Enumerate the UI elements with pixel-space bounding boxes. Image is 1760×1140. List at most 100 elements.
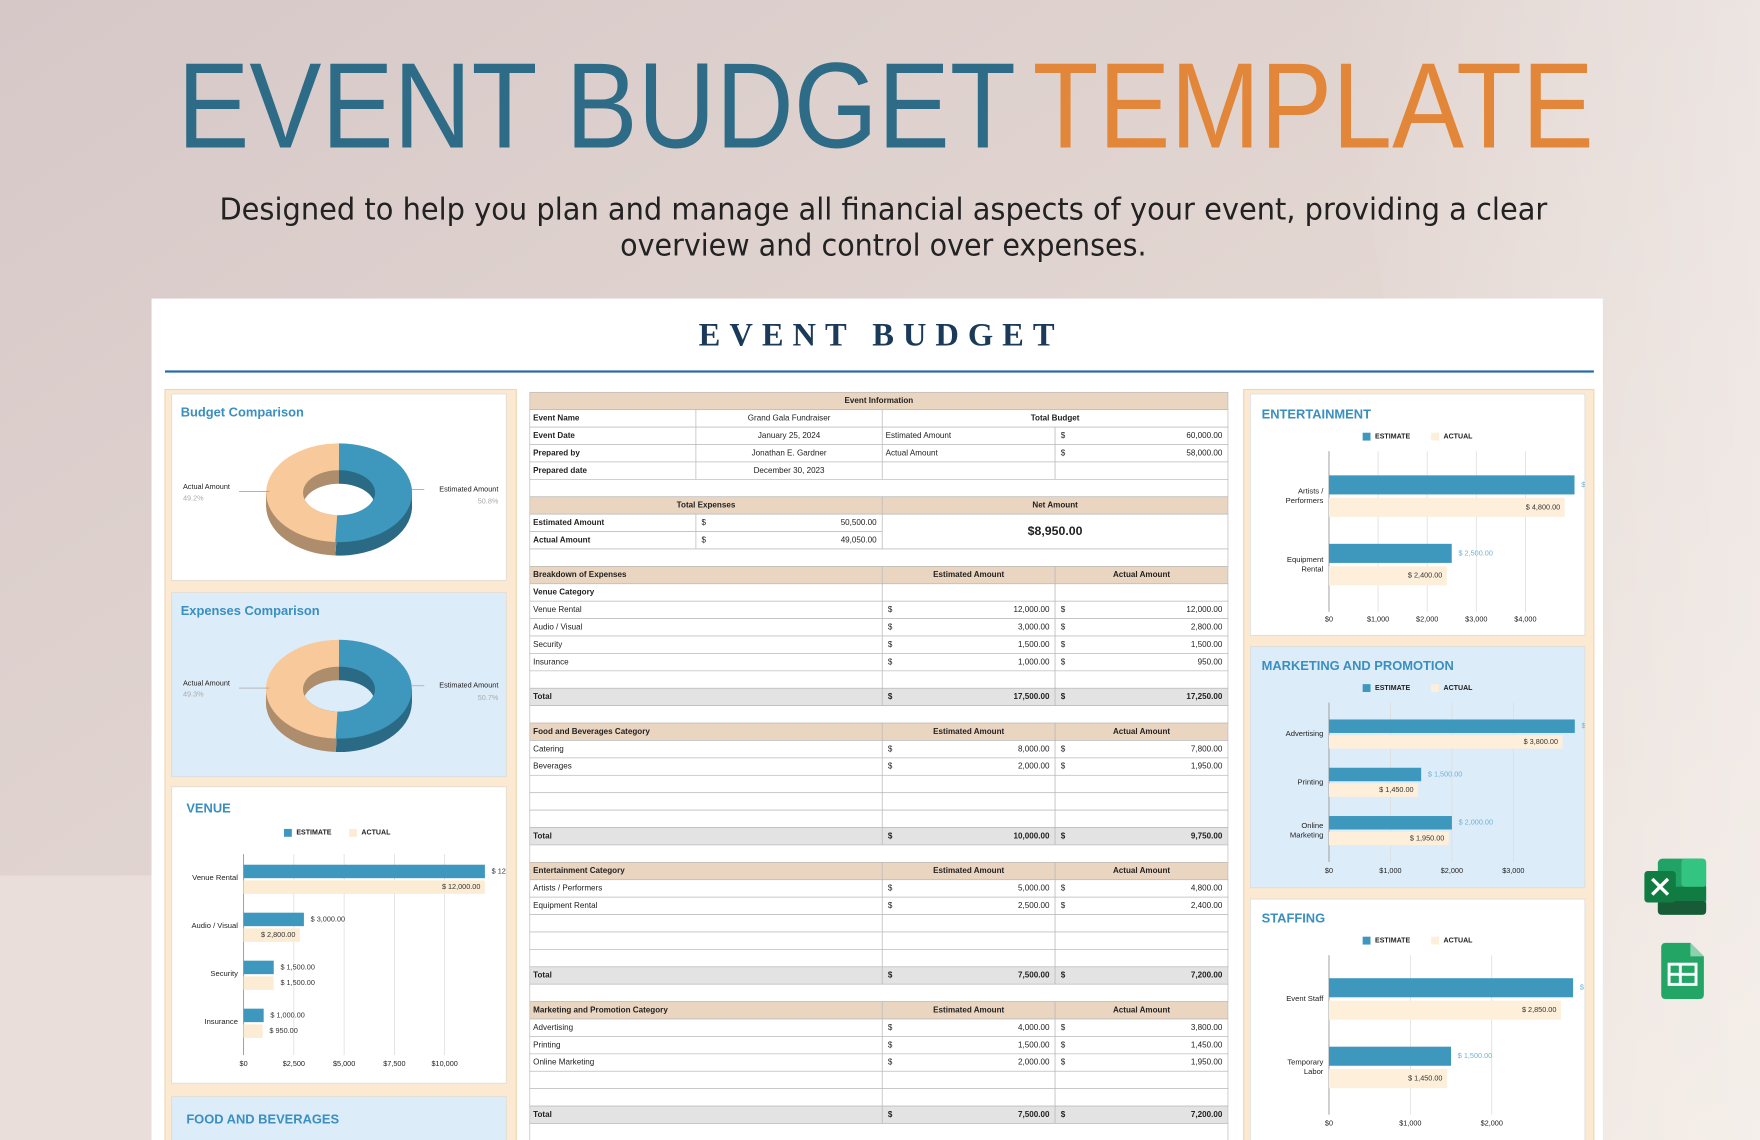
x-tick-label: $3,000 — [1502, 866, 1524, 875]
category-label: Insurance — [204, 1017, 238, 1026]
currency-sign: $ — [888, 657, 893, 666]
currency-sign: $ — [888, 1058, 893, 1067]
amount: 60,000.00 — [1186, 431, 1222, 440]
subtitle-line: overview and control over expenses. — [620, 228, 1146, 263]
table-text: $8,950.00 — [1028, 524, 1083, 538]
legend-label: ACTUAL — [1443, 434, 1473, 441]
legend-swatch — [1362, 936, 1371, 945]
chart: VENUE ESTIMATE ACTUAL $0 $2,500 $5,000 $7,500 $… — [186, 801, 506, 1068]
legend-swatch — [1362, 684, 1371, 692]
sheets-icon — [1661, 942, 1704, 999]
table-cell — [529, 705, 1229, 724]
currency-sign: $ — [1061, 657, 1066, 666]
amount: 7,200.00 — [1191, 971, 1223, 980]
x-tick-label: $1,000 — [1399, 1118, 1421, 1127]
x-tick-label: $2,000 — [1441, 866, 1463, 875]
x-tick-label: $3,000 — [1465, 615, 1487, 624]
legend-swatch — [1431, 936, 1439, 945]
bar — [243, 1008, 264, 1023]
table-cell — [529, 740, 883, 759]
legend-swatch — [1431, 432, 1439, 441]
currency-sign: $ — [1061, 1023, 1066, 1032]
table-text: Security — [533, 640, 563, 649]
table-text: Entertainment Category — [533, 866, 625, 875]
table-cell — [529, 670, 883, 689]
table-text: Total — [533, 692, 552, 701]
label-line: Temporary — [1287, 1058, 1323, 1067]
table-cell — [1054, 809, 1229, 828]
chart: Expenses Comparison Estimated Amount 50.7%… — [181, 603, 499, 753]
currency-sign: $ — [888, 640, 893, 649]
bar-value-label: $ 4,000.00 — [1582, 721, 1616, 730]
table-text: Audio / Visual — [533, 622, 582, 631]
currency-sign: $ — [1061, 884, 1066, 893]
bar-value-label: $ 1,450.00 — [1408, 1074, 1442, 1083]
label-line: Rental — [1301, 564, 1323, 573]
currency-sign: $ — [1061, 622, 1066, 631]
category-label: Event Staff — [1286, 994, 1324, 1003]
card-title: ENTERTAINMENT — [1262, 407, 1371, 422]
chart: MARKETING AND PROMOTION ESTIMATE ACTUAL $0 $… — [1262, 658, 1616, 875]
bar — [1328, 543, 1452, 563]
x-tick-label: $2,000 — [1481, 1118, 1503, 1127]
table-cell — [881, 1070, 1056, 1090]
table-cell — [1054, 670, 1229, 689]
table-text: Estimated Amount — [886, 431, 952, 440]
sheet-title: EVENT BUDGET — [699, 317, 1064, 353]
table-text: Estimated Amount — [933, 727, 1004, 736]
table-cell — [529, 1105, 883, 1124]
amount: 12,000.00 — [1014, 605, 1050, 614]
table-text: Estimated Amount — [533, 518, 604, 527]
table-text: Actual Amount — [1113, 866, 1170, 875]
bar — [1328, 497, 1565, 517]
currency-sign: $ — [888, 1040, 893, 1049]
card — [171, 786, 507, 1084]
icon-shape — [1669, 964, 1697, 985]
x-tick-label: $0 — [1325, 1118, 1333, 1127]
amount: 7,800.00 — [1191, 744, 1223, 753]
slice-label: Estimated Amount — [439, 681, 498, 690]
amount: 4,000.00 — [1018, 1023, 1050, 1032]
bar-value-label: $ 950.00 — [269, 1026, 297, 1035]
legend-swatch — [349, 828, 357, 837]
label-line: Labor — [1304, 1067, 1324, 1076]
bar — [1328, 767, 1422, 782]
table-text: Advertising — [533, 1023, 573, 1032]
table-cell — [881, 914, 1056, 933]
x-tick-label: $4,000 — [1514, 615, 1536, 624]
card — [1250, 646, 1586, 889]
label-line: Performers — [1286, 496, 1324, 505]
legend-label: ESTIMATE — [1375, 937, 1410, 944]
table-text: Artists / Performers — [533, 884, 602, 893]
icon-shape — [1681, 858, 1707, 887]
bar-value-label: $ 2,850.00 — [1522, 1005, 1556, 1014]
bar-value-label: $ 3,000.00 — [1580, 983, 1614, 992]
table-cell — [529, 931, 883, 950]
amount: 7,200.00 — [1191, 1110, 1223, 1119]
slice-label: Actual Amount — [183, 482, 230, 491]
x-tick-label: $7,500 — [383, 1059, 405, 1068]
table-text: Total Expenses — [677, 501, 736, 510]
table-cell — [881, 949, 1056, 968]
currency-sign: $ — [888, 1023, 893, 1032]
table-text: Venue Category — [533, 588, 595, 597]
table-cell — [529, 774, 883, 794]
category-label: Audio / Visual — [191, 921, 238, 930]
amount: 950.00 — [1198, 657, 1223, 666]
card-title: STAFFING — [1262, 911, 1326, 926]
table-text: Estimated Amount — [933, 570, 1004, 579]
legend-label: ACTUAL — [1443, 937, 1473, 944]
bar — [1328, 816, 1452, 830]
bar-value-label: $ 1,500.00 — [280, 962, 314, 971]
card-title: FOOD AND BEVERAGES — [186, 1112, 339, 1127]
table-text: Event Name — [533, 414, 580, 423]
x-tick-label: $2,000 — [1416, 615, 1438, 624]
bar-value-label: $ 5,000.00 — [1581, 480, 1615, 489]
legend-label: ESTIMATE — [1375, 434, 1410, 441]
pie-slice — [335, 639, 412, 739]
amount: 58,000.00 — [1186, 448, 1222, 457]
charts: Budget Comparison Estimated Amount 50.8% Ac… — [171, 393, 1616, 1140]
table-cell — [529, 1088, 883, 1107]
currency-sign: $ — [888, 971, 893, 980]
table-cell — [1054, 949, 1229, 968]
